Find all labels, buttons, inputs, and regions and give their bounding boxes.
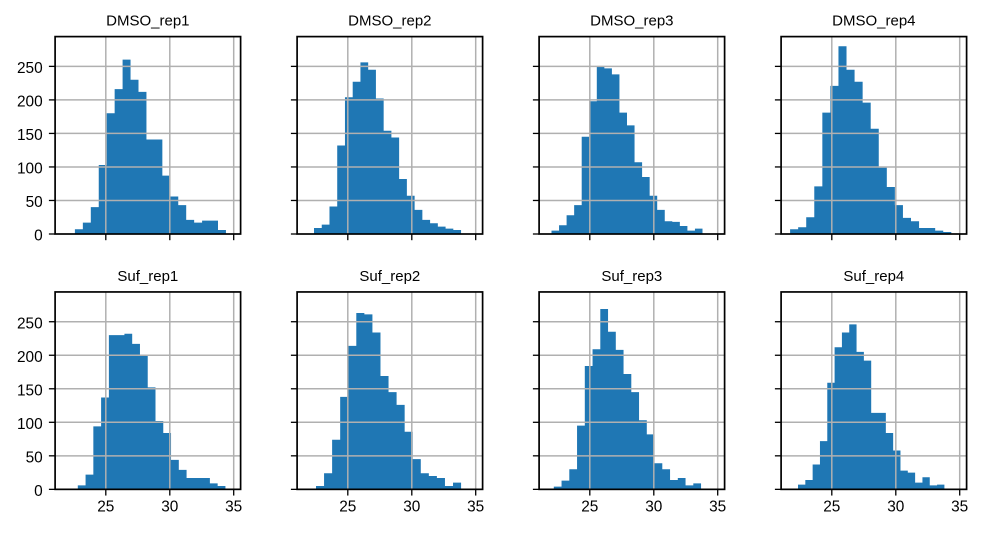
svg-text:0: 0 — [34, 228, 43, 245]
svg-text:DMSO_rep2: DMSO_rep2 — [348, 13, 431, 30]
svg-text:50: 50 — [26, 450, 43, 467]
svg-text:35: 35 — [467, 499, 484, 516]
svg-text:25: 25 — [581, 499, 598, 516]
svg-text:25: 25 — [97, 499, 114, 516]
svg-text:Suf_rep1: Suf_rep1 — [117, 268, 178, 285]
svg-text:35: 35 — [951, 499, 968, 516]
svg-text:DMSO_rep1: DMSO_rep1 — [106, 13, 189, 30]
svg-text:25: 25 — [823, 499, 840, 516]
svg-text:250: 250 — [17, 315, 43, 332]
svg-text:Suf_rep4: Suf_rep4 — [843, 268, 904, 285]
svg-text:200: 200 — [17, 94, 43, 111]
svg-text:30: 30 — [645, 499, 662, 516]
svg-text:100: 100 — [17, 161, 43, 178]
svg-text:30: 30 — [403, 499, 420, 516]
svg-text:150: 150 — [17, 382, 43, 399]
svg-text:Suf_rep2: Suf_rep2 — [359, 268, 420, 285]
svg-text:150: 150 — [17, 127, 43, 144]
svg-text:200: 200 — [17, 349, 43, 366]
svg-text:DMSO_rep3: DMSO_rep3 — [590, 13, 673, 30]
svg-text:30: 30 — [161, 499, 178, 516]
svg-text:25: 25 — [339, 499, 356, 516]
svg-text:35: 35 — [225, 499, 242, 516]
svg-text:50: 50 — [26, 194, 43, 211]
svg-text:30: 30 — [887, 499, 904, 516]
svg-text:100: 100 — [17, 416, 43, 433]
svg-text:35: 35 — [709, 499, 726, 516]
svg-text:Suf_rep3: Suf_rep3 — [601, 268, 662, 285]
svg-text:DMSO_rep4: DMSO_rep4 — [832, 13, 915, 30]
svg-text:0: 0 — [34, 483, 43, 500]
svg-text:250: 250 — [17, 60, 43, 77]
